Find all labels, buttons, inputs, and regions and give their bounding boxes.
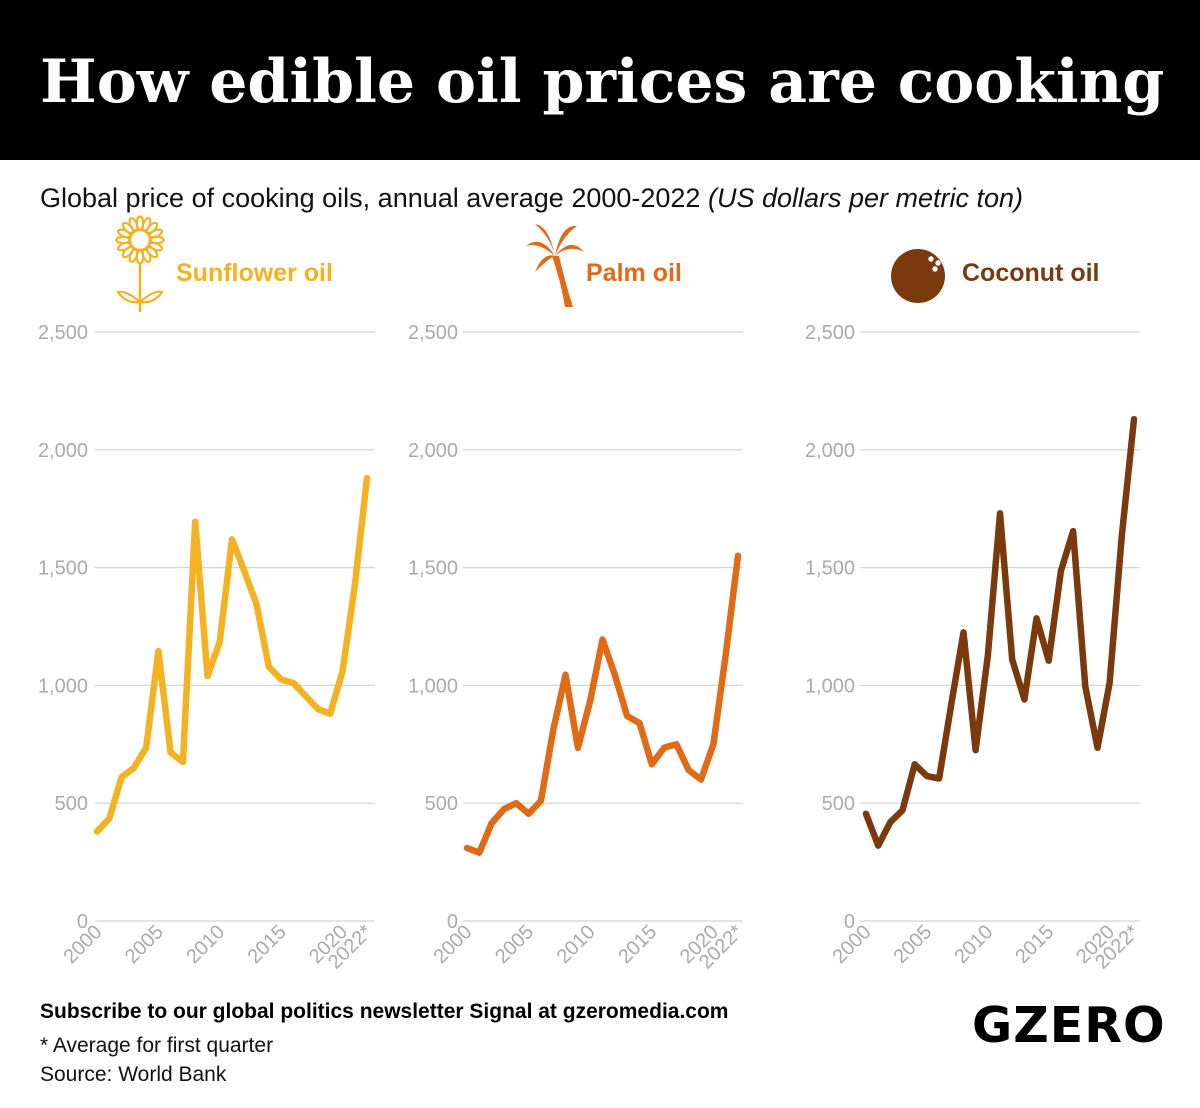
- series-line: [862, 415, 1138, 849]
- x-tick-label: 2015: [614, 921, 661, 968]
- x-tick-label: 2010: [553, 921, 600, 968]
- y-tick-label: 0: [844, 911, 855, 933]
- x-tick-label: 2000: [430, 921, 477, 968]
- x-tick-label: 2010: [950, 921, 997, 968]
- x-tick-label: 2005: [889, 921, 936, 968]
- x-tick-label: 2005: [121, 921, 168, 968]
- x-tick-label: 2000: [829, 921, 876, 968]
- footnote: * Average for first quarter: [40, 1034, 274, 1057]
- title-bar: How edible oil prices are cooking: [0, 0, 1200, 160]
- page-title: How edible oil prices are cooking: [40, 47, 1165, 117]
- y-tick-label: 0: [447, 911, 458, 933]
- chart-panel: 0 500 1,000 1,500 2,000 2,500 2000 2005 2010 2015…: [38, 215, 377, 974]
- y-tick-label: 2,000: [408, 440, 458, 462]
- gzero-logo: GZERO: [972, 997, 1166, 1054]
- y-tick-label: 1,000: [408, 675, 458, 697]
- chart-subtitle: Global price of cooking oils, annual ave…: [40, 183, 1023, 214]
- y-tick-label: 0: [77, 911, 88, 933]
- chart-panel: 0 500 1,000 1,500 2,000 2,500 2000 2005 2010 2015…: [408, 224, 748, 974]
- x-tick-label: 2000: [60, 921, 107, 968]
- y-tick-label: 2,500: [38, 322, 88, 344]
- y-tick-label: 1,000: [38, 675, 88, 697]
- y-tick-label: 2,000: [38, 440, 88, 462]
- series-name: Sunflower oil: [176, 259, 333, 287]
- chart-panel: 0 500 1,000 1,500 2,000 2,500 2000 2005 2010 2015…: [805, 249, 1144, 974]
- y-tick-label: 1,500: [408, 558, 458, 580]
- x-tick-label: 2005: [491, 921, 538, 968]
- series-name: Coconut oil: [962, 259, 1099, 287]
- series-name: Palm oil: [586, 259, 682, 287]
- palm-tree-icon: [526, 224, 584, 307]
- x-tick-label: 2010: [182, 921, 229, 968]
- y-tick-label: 500: [425, 793, 458, 815]
- x-tick-label: 2015: [1011, 921, 1058, 968]
- y-tick-label: 2,000: [805, 440, 855, 462]
- subtitle-unit: (US dollars per metric ton): [707, 183, 1024, 213]
- y-tick-label: 500: [822, 793, 855, 815]
- y-tick-label: 2,500: [805, 322, 855, 344]
- y-tick-label: 1,000: [805, 675, 855, 697]
- series-line: [93, 474, 371, 835]
- subtitle-text: Global price of cooking oils, annual ave…: [40, 183, 708, 213]
- y-tick-label: 1,500: [38, 558, 88, 580]
- source-note: Source: World Bank: [40, 1063, 227, 1086]
- y-tick-label: 2,500: [408, 322, 458, 344]
- y-tick-label: 1,500: [805, 558, 855, 580]
- series-line: [463, 552, 742, 856]
- coconut-icon: [891, 249, 945, 303]
- x-tick-label: 2015: [244, 921, 291, 968]
- sunflower-icon: [115, 215, 165, 312]
- y-tick-label: 500: [55, 793, 88, 815]
- newsletter-cta: Subscribe to our global politics newslet…: [40, 1000, 729, 1023]
